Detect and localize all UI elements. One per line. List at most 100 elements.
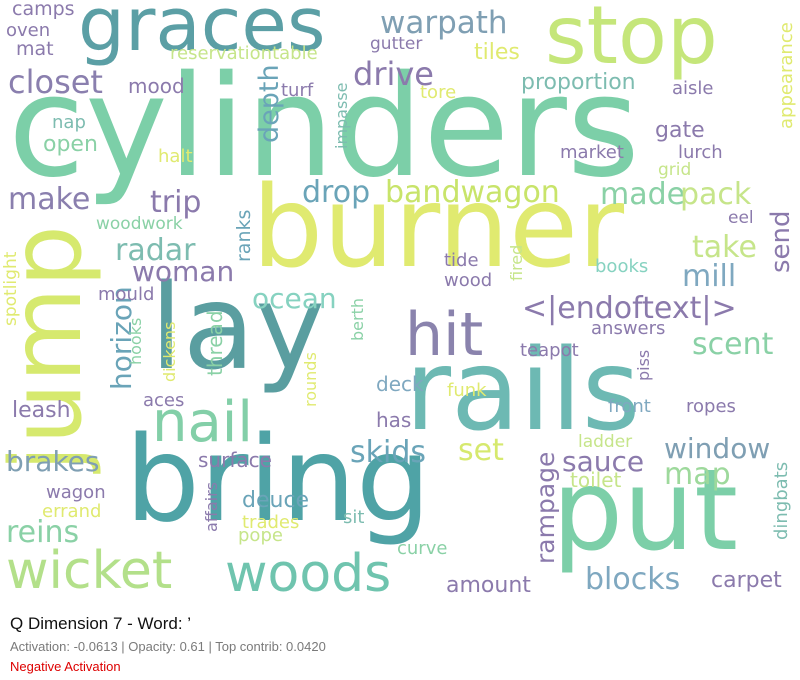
word-oven: oven — [6, 20, 51, 41]
word-graces: graces — [78, 0, 326, 68]
word-set: set — [458, 433, 504, 468]
word-books: books — [595, 256, 649, 277]
word-take: take — [692, 230, 757, 265]
word-has: has — [376, 408, 412, 432]
word-stop: stop — [545, 0, 718, 82]
word-aces: aces — [143, 390, 185, 411]
word-woods: woods — [225, 544, 392, 604]
word-leash: leash — [12, 398, 71, 423]
word-warpath: warpath — [380, 5, 508, 41]
word-woman: woman — [132, 255, 235, 288]
word-tore: tore — [420, 82, 457, 103]
word-funk: funk — [447, 380, 487, 401]
word-teapot: teapot — [520, 340, 579, 361]
word-tide: tide — [444, 250, 479, 271]
caption-panel: Q Dimension 7 - Word: ’ Activation: -0.0… — [10, 612, 790, 676]
word-bring: bring — [125, 410, 431, 548]
word-mood: mood — [128, 74, 185, 98]
word-affairs: affairs — [202, 482, 221, 532]
word-amount: amount — [446, 573, 531, 598]
word-trades: trades — [242, 512, 300, 533]
word-impasse: impasse — [332, 82, 351, 149]
word-appearance: appearance — [776, 22, 797, 129]
word-endoftext: <|endoftext|> — [522, 291, 737, 326]
word-drop: drop — [302, 175, 371, 210]
word-ocean: ocean — [252, 282, 337, 315]
word-brakes: brakes — [6, 445, 100, 478]
word-cylinders: cylinders — [8, 46, 640, 209]
word-wicket: wicket — [6, 541, 173, 601]
word-toilet: toilet — [570, 468, 622, 492]
word-aisle: aisle — [672, 78, 714, 99]
word-trip: trip — [150, 185, 202, 220]
word-burner: burner — [252, 163, 625, 293]
word-send: send — [766, 210, 796, 273]
word-mill: mill — [682, 259, 737, 294]
word-fired: fired — [507, 244, 526, 281]
word-market: market — [560, 142, 624, 163]
word-errand: errand — [42, 501, 102, 522]
word-radar: radar — [115, 233, 196, 268]
word-depth: depth — [254, 64, 285, 143]
word-woodwork: woodwork — [96, 214, 183, 234]
word-put: put — [552, 446, 738, 576]
word-closet: closet — [8, 63, 103, 101]
word-gate: gate — [655, 118, 705, 143]
word-window: window — [664, 432, 771, 465]
word-ranks: ranks — [233, 209, 255, 262]
word-surface: surface — [198, 448, 272, 472]
word-cloud: cylinders burner lay rails bring put jump grace… — [0, 0, 797, 604]
word-rails: rails — [405, 326, 641, 456]
word-blocks: blocks — [585, 562, 681, 597]
word-drive: drive — [353, 55, 434, 93]
word-rounds: rounds — [301, 352, 320, 407]
word-scent: scent — [692, 327, 774, 362]
word-lurch: lurch — [678, 142, 723, 163]
word-carpet: carpet — [711, 568, 782, 593]
word-pack: pack — [680, 177, 752, 212]
word-curve: curve — [397, 538, 448, 559]
word-pope: pope — [238, 525, 283, 546]
word-turf: turf — [281, 80, 314, 101]
word-thread: thread — [203, 310, 227, 376]
word-skids: skids — [350, 435, 427, 470]
activation-info: Activation: -0.0613 | Opacity: 0.61 | To… — [10, 639, 326, 654]
word-hooks: hooks — [126, 317, 145, 365]
word-dingbats: dingbats — [771, 461, 792, 540]
word-piss: piss — [634, 349, 653, 381]
word-mould: mould — [98, 284, 155, 305]
word-reins: reins — [6, 515, 80, 550]
word-ladder: ladder — [578, 432, 633, 452]
word-deck: deck — [376, 372, 424, 396]
word-sauce: sauce — [562, 445, 645, 478]
word-tiles: tiles — [474, 40, 520, 65]
word-made: made — [600, 177, 686, 212]
word-ropes: ropes — [686, 396, 736, 417]
word-reservationtable: reservationtable — [170, 43, 318, 64]
word-mat: mat — [16, 38, 54, 60]
word-eel: eel — [728, 208, 754, 228]
word-deuce: deuce — [242, 488, 310, 513]
word-gutter: gutter — [370, 34, 423, 54]
word-nap: nap — [52, 112, 86, 133]
word-dickens: dickens — [160, 321, 179, 382]
word-proportion: proportion — [521, 70, 636, 95]
word-camps: camps — [12, 0, 75, 20]
word-rampage: rampage — [531, 451, 560, 564]
word-spotlight: spotlight — [1, 251, 21, 326]
word-hit: hit — [405, 300, 484, 370]
word-wood: wood — [444, 270, 493, 291]
word-answers: answers — [591, 318, 666, 339]
word-wagon: wagon — [46, 482, 106, 503]
word-halt: halt — [158, 146, 193, 167]
word-map: map — [664, 457, 731, 492]
word-make: make — [8, 182, 91, 217]
word-berth: berth — [348, 298, 367, 341]
word-open: open — [43, 132, 98, 157]
word-lay: lay — [150, 258, 325, 396]
word-nail: nail — [152, 390, 253, 455]
word-grid: grid — [658, 160, 692, 180]
word-bandwagon: bandwagon — [385, 175, 560, 210]
chart-title: Q Dimension 7 - Word: ’ — [10, 614, 192, 633]
word-sit: sit — [343, 507, 365, 528]
